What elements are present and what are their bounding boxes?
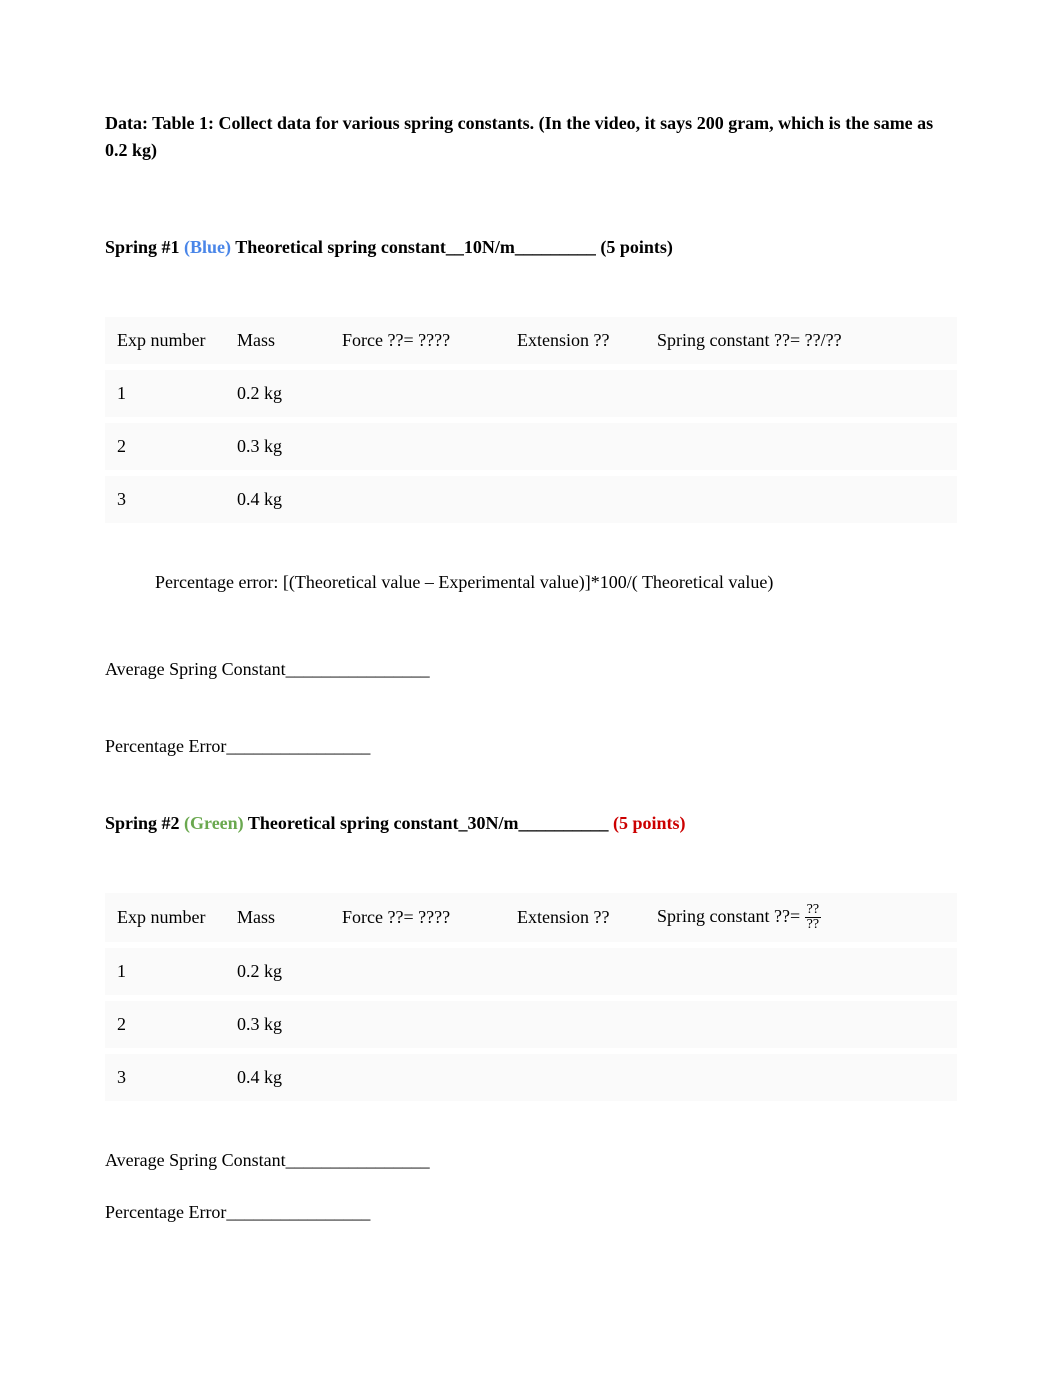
cell-spring xyxy=(645,948,957,995)
cell-ext xyxy=(505,423,645,470)
cell-mass: 0.3 kg xyxy=(225,1001,330,1048)
spring2-header-pre: Spring constant ??= xyxy=(657,906,805,926)
cell-spring xyxy=(645,1001,957,1048)
spring2-mid: Theoretical spring constant_30N/m_______… xyxy=(244,813,613,833)
cell-force xyxy=(330,1054,505,1101)
avg-spring-constant-2: Average Spring Constant________________ xyxy=(105,1147,957,1174)
header-mass: Mass xyxy=(225,317,330,364)
header-force: Force ??= ???? xyxy=(330,317,505,364)
fraction-icon: ???? xyxy=(805,903,821,932)
header-spring: Spring constant ??= ???? xyxy=(645,893,957,942)
table-row: 2 0.3 kg xyxy=(105,1001,957,1048)
cell-ext xyxy=(505,948,645,995)
spring1-color: (Blue) xyxy=(184,237,231,257)
cell-exp: 2 xyxy=(105,423,225,470)
spring2-header: Spring #2 (Green) Theoretical spring con… xyxy=(105,810,957,837)
cell-ext xyxy=(505,1054,645,1101)
cell-mass: 0.2 kg xyxy=(225,948,330,995)
cell-ext xyxy=(505,370,645,417)
cell-force xyxy=(330,423,505,470)
cell-mass: 0.2 kg xyxy=(225,370,330,417)
cell-mass: 0.4 kg xyxy=(225,476,330,523)
header-mass: Mass xyxy=(225,893,330,942)
spring2-points: (5 points) xyxy=(613,813,686,833)
cell-mass: 0.3 kg xyxy=(225,423,330,470)
spring2-color: (Green) xyxy=(184,813,244,833)
cell-exp: 3 xyxy=(105,1054,225,1101)
spring1-header: Spring #1 (Blue) Theoretical spring cons… xyxy=(105,234,957,261)
cell-exp: 1 xyxy=(105,370,225,417)
avg-spring-constant-1: Average Spring Constant________________ xyxy=(105,656,957,683)
percentage-formula: Percentage error: [(Theoretical value – … xyxy=(155,569,957,596)
percentage-error-1: Percentage Error________________ xyxy=(105,733,957,760)
spring1-table: Exp number Mass Force ??= ???? Extension… xyxy=(105,311,957,529)
percentage-error-2: Percentage Error________________ xyxy=(105,1199,957,1226)
header-force: Force ??= ???? xyxy=(330,893,505,942)
cell-ext xyxy=(505,476,645,523)
table-header-row: Exp number Mass Force ??= ???? Extension… xyxy=(105,317,957,364)
cell-ext xyxy=(505,1001,645,1048)
fraction-num: ?? xyxy=(805,903,821,918)
cell-spring xyxy=(645,370,957,417)
cell-spring xyxy=(645,423,957,470)
table-row: 2 0.3 kg xyxy=(105,423,957,470)
cell-exp: 3 xyxy=(105,476,225,523)
header-ext: Extension ?? xyxy=(505,317,645,364)
cell-mass: 0.4 kg xyxy=(225,1054,330,1101)
cell-exp: 1 xyxy=(105,948,225,995)
table-row: 1 0.2 kg xyxy=(105,948,957,995)
spring2-prefix: Spring #2 xyxy=(105,813,184,833)
spring2-table: Exp number Mass Force ??= ???? Extension… xyxy=(105,887,957,1107)
cell-spring xyxy=(645,476,957,523)
fraction-den: ?? xyxy=(805,918,821,932)
cell-force xyxy=(330,476,505,523)
table-row: 3 0.4 kg xyxy=(105,476,957,523)
header-spring: Spring constant ??= ??/?? xyxy=(645,317,957,364)
main-heading: Data: Table 1: Collect data for various … xyxy=(105,110,957,164)
cell-force xyxy=(330,1001,505,1048)
table-row: 1 0.2 kg xyxy=(105,370,957,417)
table-header-row: Exp number Mass Force ??= ???? Extension… xyxy=(105,893,957,942)
cell-force xyxy=(330,948,505,995)
spring1-suffix: Theoretical spring constant__10N/m______… xyxy=(231,237,673,257)
cell-spring xyxy=(645,1054,957,1101)
cell-force xyxy=(330,370,505,417)
header-ext: Extension ?? xyxy=(505,893,645,942)
spring1-prefix: Spring #1 xyxy=(105,237,184,257)
table-row: 3 0.4 kg xyxy=(105,1054,957,1101)
header-exp: Exp number xyxy=(105,893,225,942)
header-exp: Exp number xyxy=(105,317,225,364)
cell-exp: 2 xyxy=(105,1001,225,1048)
